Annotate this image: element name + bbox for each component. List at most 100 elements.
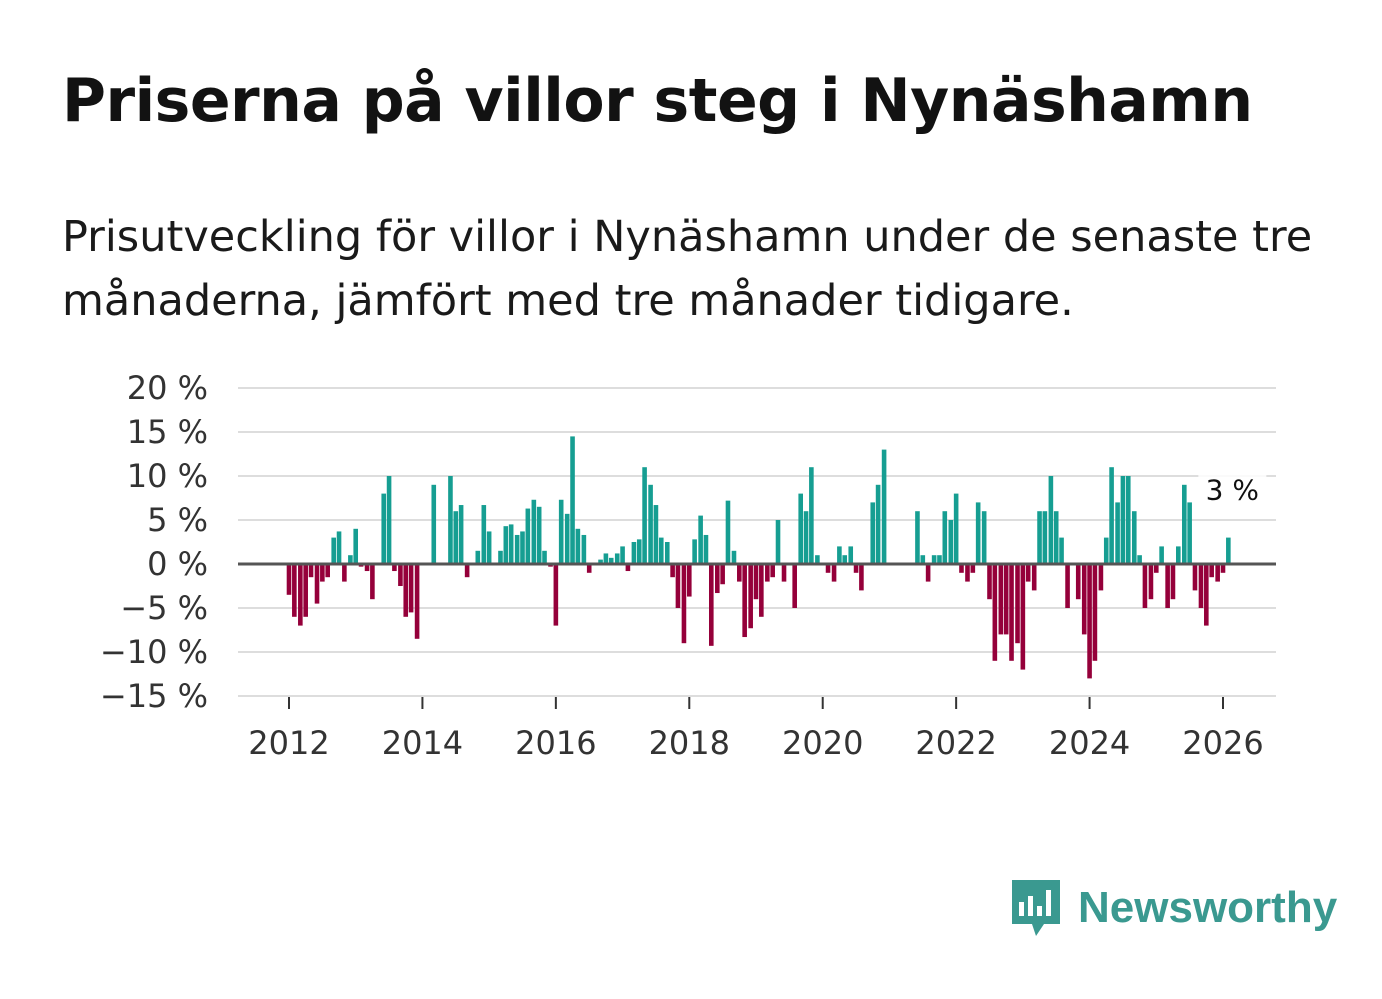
bar bbox=[842, 555, 848, 564]
bar bbox=[1020, 564, 1026, 670]
bar bbox=[292, 564, 297, 617]
bar bbox=[942, 511, 948, 564]
bar bbox=[520, 531, 525, 564]
bar bbox=[1131, 511, 1137, 564]
bar bbox=[1075, 564, 1081, 600]
bar bbox=[625, 564, 631, 572]
bar bbox=[770, 564, 775, 578]
bar bbox=[765, 564, 770, 582]
bar bbox=[775, 520, 781, 564]
bar bbox=[953, 493, 959, 564]
bar bbox=[648, 484, 653, 564]
bar bbox=[709, 564, 714, 646]
bar bbox=[536, 506, 542, 564]
bar bbox=[998, 564, 1004, 635]
bar bbox=[603, 553, 609, 564]
bar bbox=[392, 564, 397, 572]
bar bbox=[620, 546, 625, 564]
bar bbox=[815, 555, 820, 564]
y-axis-ticks: 20 % 15 % 10 % 5 % 0 % −5 % −10 % −15 % bbox=[100, 369, 208, 715]
bar bbox=[381, 493, 387, 564]
bar bbox=[937, 555, 942, 564]
bar bbox=[542, 550, 547, 564]
bar bbox=[525, 508, 531, 564]
bar bbox=[731, 550, 737, 564]
bar bbox=[853, 564, 859, 573]
bar bbox=[1182, 484, 1187, 564]
bar bbox=[670, 564, 675, 578]
bar bbox=[915, 511, 920, 564]
y-tick-label: −10 % bbox=[100, 633, 208, 671]
bar bbox=[1098, 564, 1104, 591]
bar bbox=[320, 564, 325, 582]
annotation-background bbox=[1198, 473, 1267, 508]
bar bbox=[1209, 564, 1214, 578]
bar bbox=[992, 564, 998, 661]
bar bbox=[1215, 564, 1220, 582]
bar bbox=[386, 476, 392, 564]
bar bbox=[1109, 467, 1114, 564]
x-tick-label: 2022 bbox=[915, 724, 996, 762]
bar bbox=[1025, 564, 1031, 582]
bar bbox=[414, 564, 420, 639]
bar bbox=[608, 557, 614, 564]
bar bbox=[325, 564, 330, 578]
bar bbox=[403, 564, 409, 617]
bar bbox=[658, 537, 664, 564]
x-tick-label: 2012 bbox=[248, 724, 329, 762]
bar bbox=[742, 564, 747, 638]
newsworthy-logo-icon bbox=[1012, 880, 1060, 936]
bar bbox=[792, 564, 797, 608]
bar bbox=[1153, 564, 1159, 573]
bar bbox=[1148, 564, 1154, 600]
bar bbox=[987, 564, 992, 600]
bar-chart: 20 %15 %10 %5 %0 %−5 %−10 %−15 % 2012 201… bbox=[100, 369, 1276, 762]
bar bbox=[759, 564, 764, 617]
bar bbox=[1009, 564, 1014, 661]
y-tick-label: −5 % bbox=[120, 589, 208, 627]
chart-title: Priserna på villor steg i Nynäshamn bbox=[62, 66, 1253, 136]
bar bbox=[1176, 546, 1181, 564]
y-tick-label: −15 % bbox=[100, 677, 208, 715]
bar bbox=[286, 564, 292, 595]
bar bbox=[781, 564, 787, 582]
bar bbox=[636, 539, 642, 564]
bar bbox=[848, 546, 854, 564]
bar bbox=[598, 559, 603, 564]
bar bbox=[675, 564, 681, 608]
bar bbox=[353, 528, 359, 564]
bar bbox=[498, 550, 503, 564]
bar bbox=[1048, 476, 1054, 564]
bar bbox=[1053, 511, 1059, 564]
bar bbox=[975, 502, 981, 564]
bar bbox=[303, 564, 308, 617]
bar bbox=[870, 502, 876, 564]
bar bbox=[614, 553, 620, 564]
y-tick-label: 15 % bbox=[127, 413, 208, 451]
bar bbox=[1198, 564, 1204, 608]
bar bbox=[453, 511, 459, 564]
bar bbox=[1192, 564, 1198, 591]
bar bbox=[1125, 476, 1131, 564]
bar bbox=[314, 564, 320, 604]
bar bbox=[931, 555, 937, 564]
bar bbox=[859, 564, 864, 591]
bar bbox=[631, 542, 637, 564]
bar bbox=[1187, 502, 1192, 564]
bar bbox=[1059, 537, 1064, 564]
bar bbox=[686, 564, 692, 597]
bar bbox=[1204, 564, 1209, 626]
bar bbox=[1115, 502, 1120, 564]
bar bbox=[364, 564, 370, 572]
bar bbox=[1226, 537, 1231, 564]
bar bbox=[1137, 555, 1142, 564]
bar bbox=[698, 515, 703, 564]
y-tick-label: 20 % bbox=[127, 369, 208, 407]
bar bbox=[981, 511, 987, 564]
bar bbox=[692, 539, 697, 564]
bar bbox=[564, 513, 570, 564]
brand-name: Newsworthy bbox=[1078, 883, 1338, 932]
bar bbox=[1159, 546, 1164, 564]
bar bbox=[753, 564, 759, 600]
bar bbox=[464, 564, 470, 578]
